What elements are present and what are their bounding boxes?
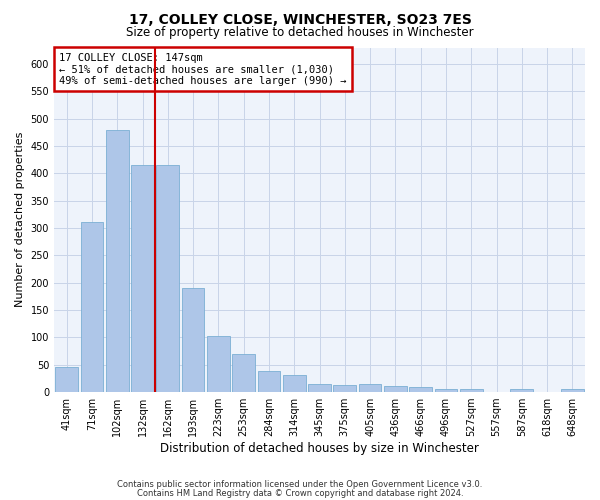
Bar	[334, 385, 356, 392]
Bar	[182, 288, 205, 392]
Text: 17 COLLEY CLOSE: 147sqm
← 51% of detached houses are smaller (1,030)
49% of semi: 17 COLLEY CLOSE: 147sqm ← 51% of detache…	[59, 52, 347, 86]
Bar	[561, 390, 584, 392]
Bar	[460, 390, 482, 392]
Bar	[359, 384, 382, 392]
Bar	[283, 374, 305, 392]
Bar	[257, 372, 280, 392]
Bar	[131, 165, 154, 392]
Text: Contains HM Land Registry data © Crown copyright and database right 2024.: Contains HM Land Registry data © Crown c…	[137, 488, 463, 498]
Bar	[409, 387, 432, 392]
Bar	[106, 130, 128, 392]
Text: Contains public sector information licensed under the Open Government Licence v3: Contains public sector information licen…	[118, 480, 482, 489]
Bar	[80, 222, 103, 392]
Bar	[434, 390, 457, 392]
Bar	[232, 354, 255, 392]
Bar	[384, 386, 407, 392]
Bar	[55, 368, 78, 392]
Bar	[511, 390, 533, 392]
Y-axis label: Number of detached properties: Number of detached properties	[15, 132, 25, 308]
Text: Size of property relative to detached houses in Winchester: Size of property relative to detached ho…	[126, 26, 474, 39]
Bar	[308, 384, 331, 392]
Text: 17, COLLEY CLOSE, WINCHESTER, SO23 7ES: 17, COLLEY CLOSE, WINCHESTER, SO23 7ES	[128, 12, 472, 26]
Bar	[157, 165, 179, 392]
Bar	[207, 336, 230, 392]
X-axis label: Distribution of detached houses by size in Winchester: Distribution of detached houses by size …	[160, 442, 479, 455]
